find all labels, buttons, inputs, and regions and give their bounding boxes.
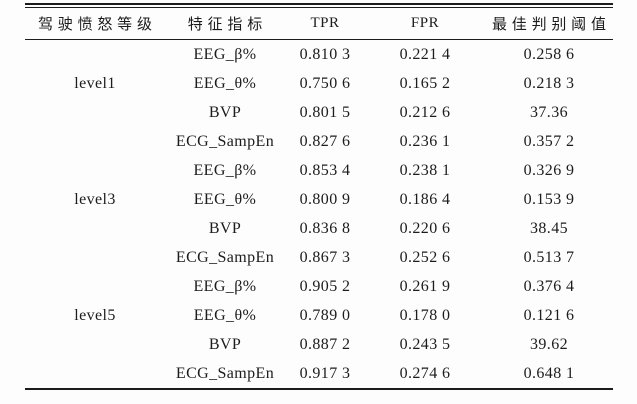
feature-cell: BVP xyxy=(208,335,242,353)
tpr-cell: 0.801 5 xyxy=(299,103,351,121)
level-label-cell xyxy=(25,127,165,156)
tpr-cell: 0.867 3 xyxy=(299,248,351,266)
table-row: level5 EEG_θ% 0.789 0 0.178 0 0.121 6 xyxy=(25,301,613,330)
threshold-cell: 0.258 6 xyxy=(523,45,575,63)
feature-cell: BVP xyxy=(208,219,242,237)
fpr-cell: 0.212 6 xyxy=(399,103,451,121)
threshold-cell: 0.376 4 xyxy=(523,277,575,295)
table-row: ECG_SampEn 0.827 6 0.236 1 0.357 2 xyxy=(25,127,613,156)
col-header-feature: 特征指标 xyxy=(165,8,285,40)
threshold-cell: 0.648 1 xyxy=(523,364,575,382)
tpr-cell: 0.810 3 xyxy=(299,45,351,63)
col-header-tpr: TPR xyxy=(285,8,365,40)
level-label-cell xyxy=(25,156,165,185)
feature-cell: EEG_θ% xyxy=(193,74,257,92)
tpr-cell: 0.887 2 xyxy=(299,335,351,353)
fpr-cell: 0.252 6 xyxy=(399,248,451,266)
table-row: level3 EEG_θ% 0.800 9 0.186 4 0.153 9 xyxy=(25,185,613,214)
table-body: EEG_β% 0.810 3 0.221 4 0.258 6 level1 EE… xyxy=(25,40,613,389)
feature-cell: BVP xyxy=(208,103,242,121)
table-row: ECG_SampEn 0.917 3 0.274 6 0.648 1 xyxy=(25,359,613,389)
table-row: ECG_SampEn 0.867 3 0.252 6 0.513 7 xyxy=(25,243,613,272)
tpr-cell: 0.800 9 xyxy=(299,190,351,208)
anger-level-roc-table: 驾驶愤怒等级 特征指标 TPR FPR 最佳判别阈值 EEG_β% 0.810 … xyxy=(25,3,613,390)
tpr-cell: 0.789 0 xyxy=(299,306,351,324)
threshold-cell: 0.121 6 xyxy=(523,306,575,324)
tpr-cell: 0.917 3 xyxy=(299,364,351,382)
feature-cell: EEG_β% xyxy=(193,277,257,295)
table-row: BVP 0.801 5 0.212 6 37.36 xyxy=(25,98,613,127)
threshold-cell: 0.153 9 xyxy=(523,190,575,208)
tpr-cell: 0.853 4 xyxy=(299,161,351,179)
feature-cell: EEG_β% xyxy=(193,161,257,179)
data-table: 驾驶愤怒等级 特征指标 TPR FPR 最佳判别阈值 EEG_β% 0.810 … xyxy=(25,8,613,390)
fpr-cell: 0.243 5 xyxy=(399,335,451,353)
fpr-cell: 0.178 0 xyxy=(399,306,451,324)
threshold-cell: 0.513 7 xyxy=(523,248,575,266)
table-row: BVP 0.887 2 0.243 5 39.62 xyxy=(25,330,613,359)
level-label-cell: level1 xyxy=(74,74,116,92)
tpr-cell: 0.905 2 xyxy=(299,277,351,295)
fpr-cell: 0.220 6 xyxy=(399,219,451,237)
threshold-cell: 38.45 xyxy=(530,219,568,237)
table-top-rule xyxy=(25,3,613,8)
tpr-cell: 0.827 6 xyxy=(299,132,351,150)
level-label-cell xyxy=(25,243,165,272)
feature-cell: EEG_β% xyxy=(193,45,257,63)
tpr-cell: 0.750 6 xyxy=(299,74,351,92)
threshold-cell: 0.218 3 xyxy=(523,74,575,92)
table-row: BVP 0.836 8 0.220 6 38.45 xyxy=(25,214,613,243)
tpr-cell: 0.836 8 xyxy=(299,219,351,237)
feature-cell: ECG_SampEn xyxy=(175,132,275,150)
table-row: EEG_β% 0.905 2 0.261 9 0.376 4 xyxy=(25,272,613,301)
table-row: EEG_β% 0.853 4 0.238 1 0.326 9 xyxy=(25,156,613,185)
col-header-threshold: 最佳判别阈值 xyxy=(485,8,613,40)
fpr-cell: 0.238 1 xyxy=(399,161,451,179)
threshold-cell: 37.36 xyxy=(530,103,568,121)
level-label-cell xyxy=(25,214,165,243)
fpr-cell: 0.261 9 xyxy=(399,277,451,295)
col-header-fpr: FPR xyxy=(365,8,485,40)
level-label-cell: level5 xyxy=(74,306,116,324)
fpr-cell: 0.236 1 xyxy=(399,132,451,150)
fpr-cell: 0.274 6 xyxy=(399,364,451,382)
feature-cell: EEG_θ% xyxy=(193,190,257,208)
feature-cell: EEG_θ% xyxy=(193,306,257,324)
table-row: level1 EEG_θ% 0.750 6 0.165 2 0.218 3 xyxy=(25,69,613,98)
threshold-cell: 0.326 9 xyxy=(523,161,575,179)
feature-cell: ECG_SampEn xyxy=(175,364,275,382)
threshold-cell: 0.357 2 xyxy=(523,132,575,150)
level-label-cell xyxy=(25,330,165,359)
fpr-cell: 0.221 4 xyxy=(399,45,451,63)
fpr-cell: 0.165 2 xyxy=(399,74,451,92)
feature-cell: ECG_SampEn xyxy=(175,248,275,266)
level-label-cell xyxy=(25,272,165,301)
level-label-cell xyxy=(25,98,165,127)
level-label-cell xyxy=(25,359,165,389)
table-row: EEG_β% 0.810 3 0.221 4 0.258 6 xyxy=(25,40,613,70)
threshold-cell: 39.62 xyxy=(530,335,568,353)
fpr-cell: 0.186 4 xyxy=(399,190,451,208)
level-label-cell: level3 xyxy=(74,190,116,208)
level-label-cell xyxy=(25,40,165,70)
col-header-anger-level: 驾驶愤怒等级 xyxy=(25,8,165,40)
table-header-row: 驾驶愤怒等级 特征指标 TPR FPR 最佳判别阈值 xyxy=(25,8,613,40)
